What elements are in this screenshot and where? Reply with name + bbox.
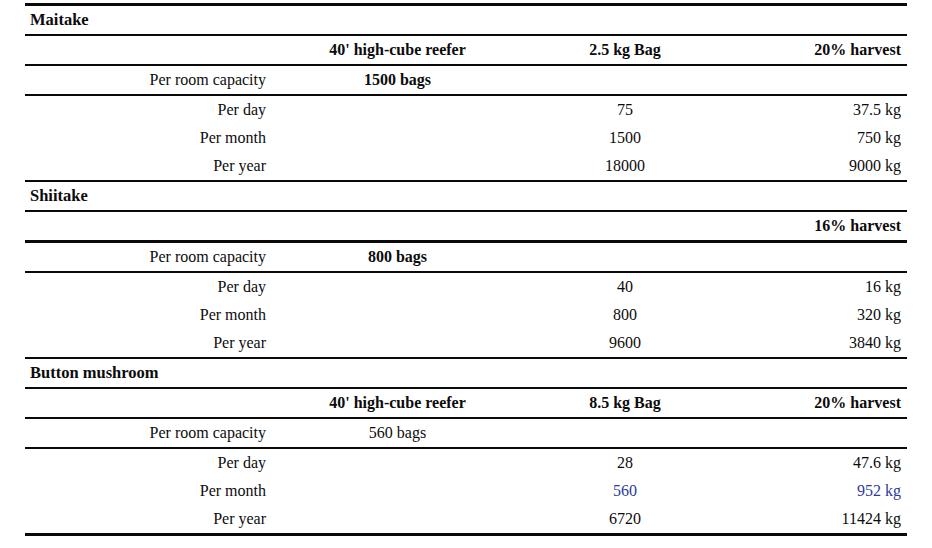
harvest-value: 11424 kg [735,511,907,527]
row-label: Per day [25,279,280,295]
section-row-shiitake: Shiitake [25,182,907,210]
capacity-label: Per room capacity [25,425,280,441]
row-label: Per year [25,511,280,527]
table-row-per-year: Per year 18000 9000 kg [25,152,907,180]
row-label: Per year [25,158,280,174]
capacity-value: 1500 bags [280,72,515,88]
section-title-maitake: Maitake [30,12,89,29]
row-label: Per month [25,130,280,146]
row-label: Per day [25,102,280,118]
table-row-per-day: Per day 28 47.6 kg [25,449,907,477]
harvest-value: 16 kg [735,279,907,295]
row-label: Per month [25,483,280,499]
header-row-shiitake: 16% harvest [25,212,907,240]
capacity-value: 560 bags [280,425,515,441]
row-label: Per month [25,307,280,323]
header-reefer: 40' high-cube reefer [280,395,515,411]
bags-value: 18000 [515,158,735,174]
section-title-shiitake: Shiitake [30,188,88,205]
harvest-value-highlighted: 952 kg [735,483,907,499]
harvest-value: 47.6 kg [735,455,907,471]
table-row-per-month: Per month 1500 750 kg [25,124,907,152]
bags-value: 6720 [515,511,735,527]
header-bag: 2.5 kg Bag [515,42,735,58]
section-row-maitake: Maitake [25,6,907,34]
header-bag: 8.5 kg Bag [515,395,735,411]
harvest-value: 750 kg [735,130,907,146]
harvest-value: 3840 kg [735,335,907,351]
bags-value-highlighted: 560 [515,483,735,499]
capacity-value: 800 bags [280,249,515,265]
header-harvest: 20% harvest [735,42,907,58]
section-row-button-mushroom: Button mushroom [25,359,907,387]
table-row-per-year: Per year 6720 11424 kg [25,505,907,533]
bags-value: 40 [515,279,735,295]
bags-value: 75 [515,102,735,118]
capacity-row-maitake: Per room capacity 1500 bags [25,66,907,94]
row-label: Per day [25,455,280,471]
table-row-per-month: Per month 560 952 kg [25,477,907,505]
row-label: Per year [25,335,280,351]
bags-value: 800 [515,307,735,323]
mushroom-production-table: Maitake 40' high-cube reefer 2.5 kg Bag … [25,3,907,536]
table-bottom-rule [25,533,907,536]
bags-value: 9600 [515,335,735,351]
header-reefer: 40' high-cube reefer [280,42,515,58]
capacity-row-shiitake: Per room capacity 800 bags [25,243,907,271]
table-row-per-year: Per year 9600 3840 kg [25,329,907,357]
bags-value: 28 [515,455,735,471]
table-row-per-month: Per month 800 320 kg [25,301,907,329]
header-row-maitake: 40' high-cube reefer 2.5 kg Bag 20% harv… [25,36,907,64]
header-row-button-mushroom: 40' high-cube reefer 8.5 kg Bag 20% harv… [25,389,907,417]
header-harvest: 16% harvest [735,218,907,234]
capacity-label: Per room capacity [25,72,280,88]
table-row-per-day: Per day 40 16 kg [25,273,907,301]
bags-value: 1500 [515,130,735,146]
capacity-label: Per room capacity [25,249,280,265]
harvest-value: 37.5 kg [735,102,907,118]
harvest-value: 9000 kg [735,158,907,174]
table-row-per-day: Per day 75 37.5 kg [25,96,907,124]
capacity-row-button-mushroom: Per room capacity 560 bags [25,419,907,447]
header-harvest: 20% harvest [735,395,907,411]
section-title-button-mushroom: Button mushroom [30,365,159,382]
harvest-value: 320 kg [735,307,907,323]
